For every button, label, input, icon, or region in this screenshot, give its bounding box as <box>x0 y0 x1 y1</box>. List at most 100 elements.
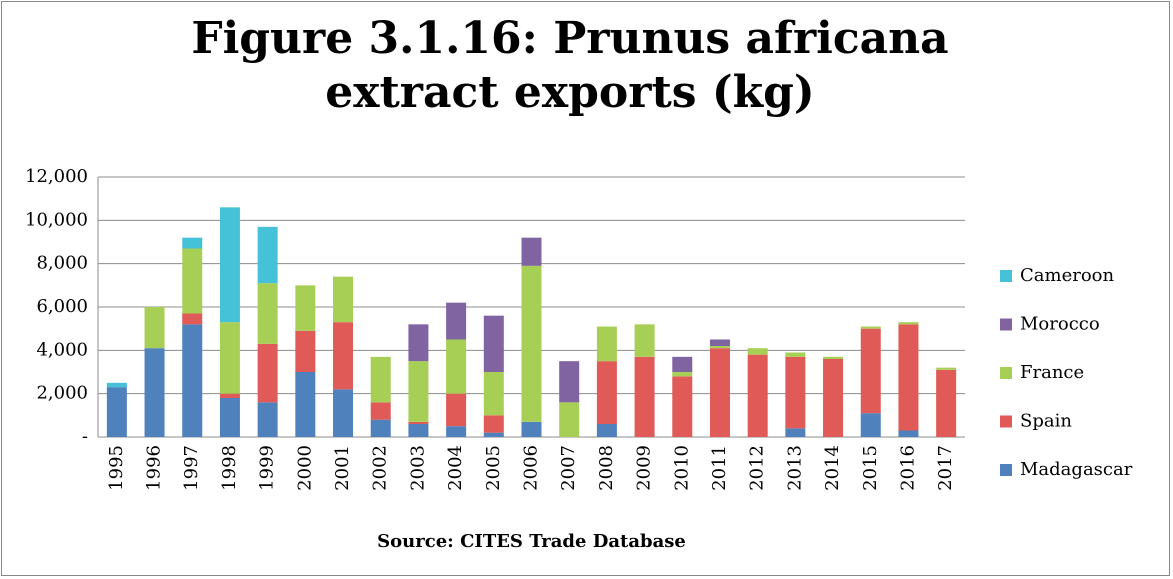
x-tick-label: 2009 <box>634 445 655 491</box>
bar-segment <box>408 421 429 424</box>
bar-segment <box>521 237 542 266</box>
legend-swatch <box>1000 464 1012 476</box>
bar-segment <box>672 376 693 437</box>
bar-segment <box>257 402 278 437</box>
bar-segment <box>257 343 278 403</box>
legend-swatch <box>1000 415 1012 428</box>
x-tick-label: 2011 <box>709 445 730 491</box>
bar-segment <box>106 387 127 437</box>
bar-segment <box>333 389 354 437</box>
y-tick-label: 10,000 <box>25 209 88 230</box>
y-tick-label: 2,000 <box>36 383 88 404</box>
bar-segment <box>295 330 316 372</box>
bar-segment <box>483 372 504 416</box>
bar-segment <box>483 432 504 437</box>
bar-segment <box>559 361 580 403</box>
bar-segment <box>144 307 165 349</box>
x-tick-label: 2004 <box>445 445 466 491</box>
bar-segment <box>257 283 278 344</box>
x-tick-label: 2014 <box>822 445 843 491</box>
bar-segment <box>333 322 354 390</box>
x-tick-label: 2015 <box>860 445 881 491</box>
bar-segment <box>370 419 391 437</box>
bar-segment <box>446 426 467 437</box>
bar-segment <box>898 430 919 437</box>
x-tick-label: 2003 <box>407 445 428 491</box>
legend-label: Morocco <box>1020 314 1100 335</box>
bar-segment <box>257 226 278 284</box>
legend-swatch <box>1000 367 1012 379</box>
bar-segment <box>672 356 693 372</box>
bar-segment <box>446 339 467 394</box>
bar-segment <box>709 339 730 346</box>
chart-title: Figure 3.1.16: Prunus africana extract e… <box>191 13 949 118</box>
bar-segment <box>747 354 768 437</box>
bar-segment <box>483 315 504 372</box>
x-tick-label: 2010 <box>671 445 692 491</box>
bar-segment <box>747 348 768 355</box>
x-tick-label: 2001 <box>332 445 353 491</box>
y-tick-label: 12,000 <box>25 166 88 187</box>
bar-segment <box>596 424 617 437</box>
bar-segment <box>860 326 881 329</box>
y-tick-label: 8,000 <box>36 253 88 274</box>
bar-segment <box>521 265 542 422</box>
legend-label: Cameroon <box>1020 265 1115 286</box>
bar-segment <box>785 428 806 437</box>
bar-segment <box>446 302 467 340</box>
bar-segment <box>785 352 806 357</box>
bar-segment <box>333 276 354 323</box>
bar-segment <box>144 348 165 437</box>
bar-segment <box>898 322 919 325</box>
bar-segment <box>709 348 730 437</box>
bar-segment <box>182 237 203 249</box>
x-tick-label: 2017 <box>935 445 956 491</box>
bar-segment <box>295 372 316 437</box>
legend-label: France <box>1020 362 1084 383</box>
bar-segment <box>823 359 844 437</box>
x-tick-label: 2013 <box>784 445 805 491</box>
x-tick-label: 2005 <box>483 445 504 491</box>
bar-segment <box>219 207 240 323</box>
bar-segment <box>370 356 391 403</box>
bar-segment <box>295 285 316 331</box>
x-tick-label: 2012 <box>747 445 768 491</box>
bar-segment <box>785 356 806 429</box>
bar-segment <box>219 393 240 398</box>
x-tick-label: 2007 <box>558 445 579 491</box>
y-tick-label: 4,000 <box>36 339 88 360</box>
bar-segment <box>936 369 957 437</box>
y-tick-label: - <box>82 426 88 447</box>
bar-segment <box>370 402 391 420</box>
bar-segment <box>860 328 881 414</box>
x-tick-label: 1999 <box>257 445 278 491</box>
bar-segment <box>634 356 655 437</box>
bar-segment <box>219 322 240 394</box>
bar-segment <box>483 415 504 433</box>
bar-segment <box>672 372 693 377</box>
bar-segment <box>106 382 127 388</box>
x-tick-label: 2008 <box>596 445 617 491</box>
legend-label: Madagascar <box>1020 459 1133 480</box>
bar-segment <box>709 346 730 349</box>
bar-segment <box>408 424 429 437</box>
bar-segment <box>596 326 617 362</box>
bar-segment <box>936 367 957 370</box>
x-tick-label: 1996 <box>144 445 165 491</box>
y-tick-label: 6,000 <box>36 296 88 317</box>
x-tick-label: 2000 <box>294 445 315 491</box>
x-tick-label: 2002 <box>370 445 391 491</box>
legend-swatch <box>1000 270 1012 282</box>
x-tick-label: 1997 <box>181 445 202 491</box>
x-tick-label: 1998 <box>219 445 240 491</box>
bar-segment <box>634 324 655 357</box>
bar-segment <box>182 313 203 325</box>
bar-segment <box>596 361 617 424</box>
bar-segment <box>182 248 203 314</box>
bar-segment <box>408 361 429 422</box>
x-tick-label: 2016 <box>897 445 918 491</box>
bar-segment <box>860 413 881 437</box>
bar-segment <box>823 356 844 359</box>
